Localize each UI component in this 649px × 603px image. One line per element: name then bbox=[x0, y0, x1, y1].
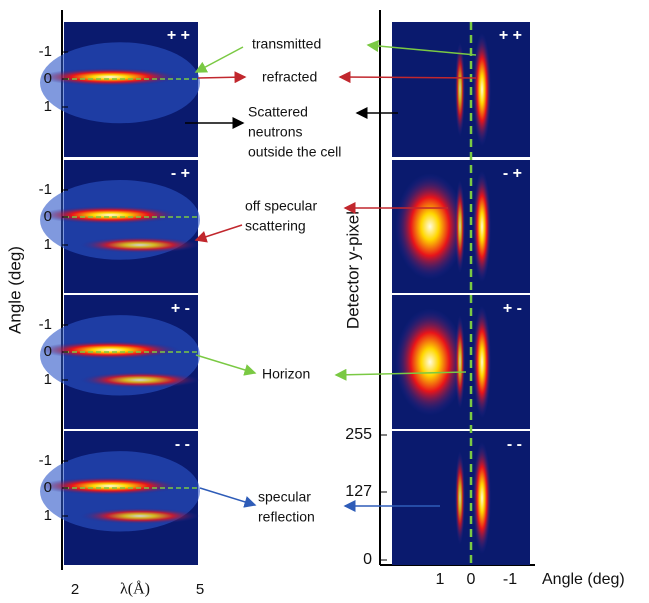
arrow bbox=[366, 39, 477, 56]
annotation: neutrons bbox=[248, 124, 302, 140]
arrow bbox=[199, 487, 257, 508]
annotation: Horizon bbox=[262, 366, 310, 382]
y-tick-label: -1 bbox=[39, 452, 52, 469]
panel-tag: + - bbox=[171, 300, 190, 317]
y-tick-label: -1 bbox=[39, 316, 52, 333]
heat-streak bbox=[473, 32, 491, 147]
panel-tag: - + bbox=[171, 165, 190, 182]
arrow bbox=[194, 224, 243, 243]
heat-streak bbox=[473, 441, 491, 555]
heat-streak bbox=[473, 305, 491, 419]
heat-streak bbox=[80, 237, 200, 253]
x-tick-label: 0 bbox=[467, 571, 476, 588]
heat-streak bbox=[455, 179, 465, 274]
arrow bbox=[195, 354, 257, 376]
annotation: scattering bbox=[245, 218, 306, 234]
heat-streak bbox=[80, 372, 200, 388]
x-tick-label: 5 bbox=[196, 581, 204, 598]
x-axis-label: λ(Å) bbox=[120, 580, 150, 598]
x-axis-label: Angle (deg) bbox=[542, 571, 625, 588]
annotation: Scattered bbox=[248, 104, 308, 120]
y-tick-label: -1 bbox=[39, 181, 52, 198]
heat-streak bbox=[473, 170, 491, 283]
y-tick-label: 0 bbox=[44, 479, 52, 496]
y-tick-label: 0 bbox=[44, 343, 52, 360]
annotation: outside the cell bbox=[248, 144, 341, 160]
heat-streak bbox=[40, 477, 180, 495]
y-tick-label: 127 bbox=[345, 483, 372, 500]
arrow bbox=[334, 368, 467, 381]
annotation: off specular bbox=[245, 198, 317, 214]
y-tick-label: 255 bbox=[345, 426, 372, 443]
heat-blob bbox=[395, 308, 465, 416]
heat-streak bbox=[40, 206, 180, 224]
y-tick-label: 1 bbox=[44, 507, 52, 524]
annotation: specular bbox=[258, 489, 311, 505]
annotation: transmitted bbox=[252, 36, 321, 52]
arrow bbox=[197, 71, 247, 84]
y-axis-label: Detector y-pixel bbox=[343, 211, 362, 329]
arrow bbox=[338, 71, 477, 84]
y-tick-label: 0 bbox=[363, 551, 372, 568]
y-tick-label: 1 bbox=[44, 236, 52, 253]
panel-tag: - + bbox=[503, 165, 522, 182]
y-axis-label: Angle (deg) bbox=[5, 246, 24, 334]
y-tick-label: 1 bbox=[44, 98, 52, 115]
x-tick-label: -1 bbox=[503, 571, 517, 588]
panel-tag: + + bbox=[499, 27, 522, 44]
heat-streak bbox=[40, 68, 180, 86]
y-tick-label: 0 bbox=[44, 208, 52, 225]
panel-tag: - - bbox=[507, 436, 522, 453]
y-tick-label: 0 bbox=[44, 70, 52, 87]
x-tick-label: 1 bbox=[436, 571, 445, 588]
heat-streak bbox=[455, 451, 465, 545]
panel-tag: - - bbox=[175, 436, 190, 453]
annotation: reflection bbox=[258, 509, 315, 525]
panel-tag: + + bbox=[167, 27, 190, 44]
annotation: refracted bbox=[262, 69, 317, 85]
heat-streak bbox=[455, 42, 465, 137]
heat-streak bbox=[40, 341, 180, 359]
y-tick-label: -1 bbox=[39, 43, 52, 60]
heat-streak bbox=[80, 508, 200, 524]
panel-tag: + - bbox=[503, 300, 522, 317]
arrow bbox=[194, 46, 244, 73]
x-tick-label: 2 bbox=[71, 581, 79, 598]
heat-streak bbox=[455, 315, 465, 409]
y-tick-label: 1 bbox=[44, 371, 52, 388]
heat-blob bbox=[395, 173, 465, 280]
